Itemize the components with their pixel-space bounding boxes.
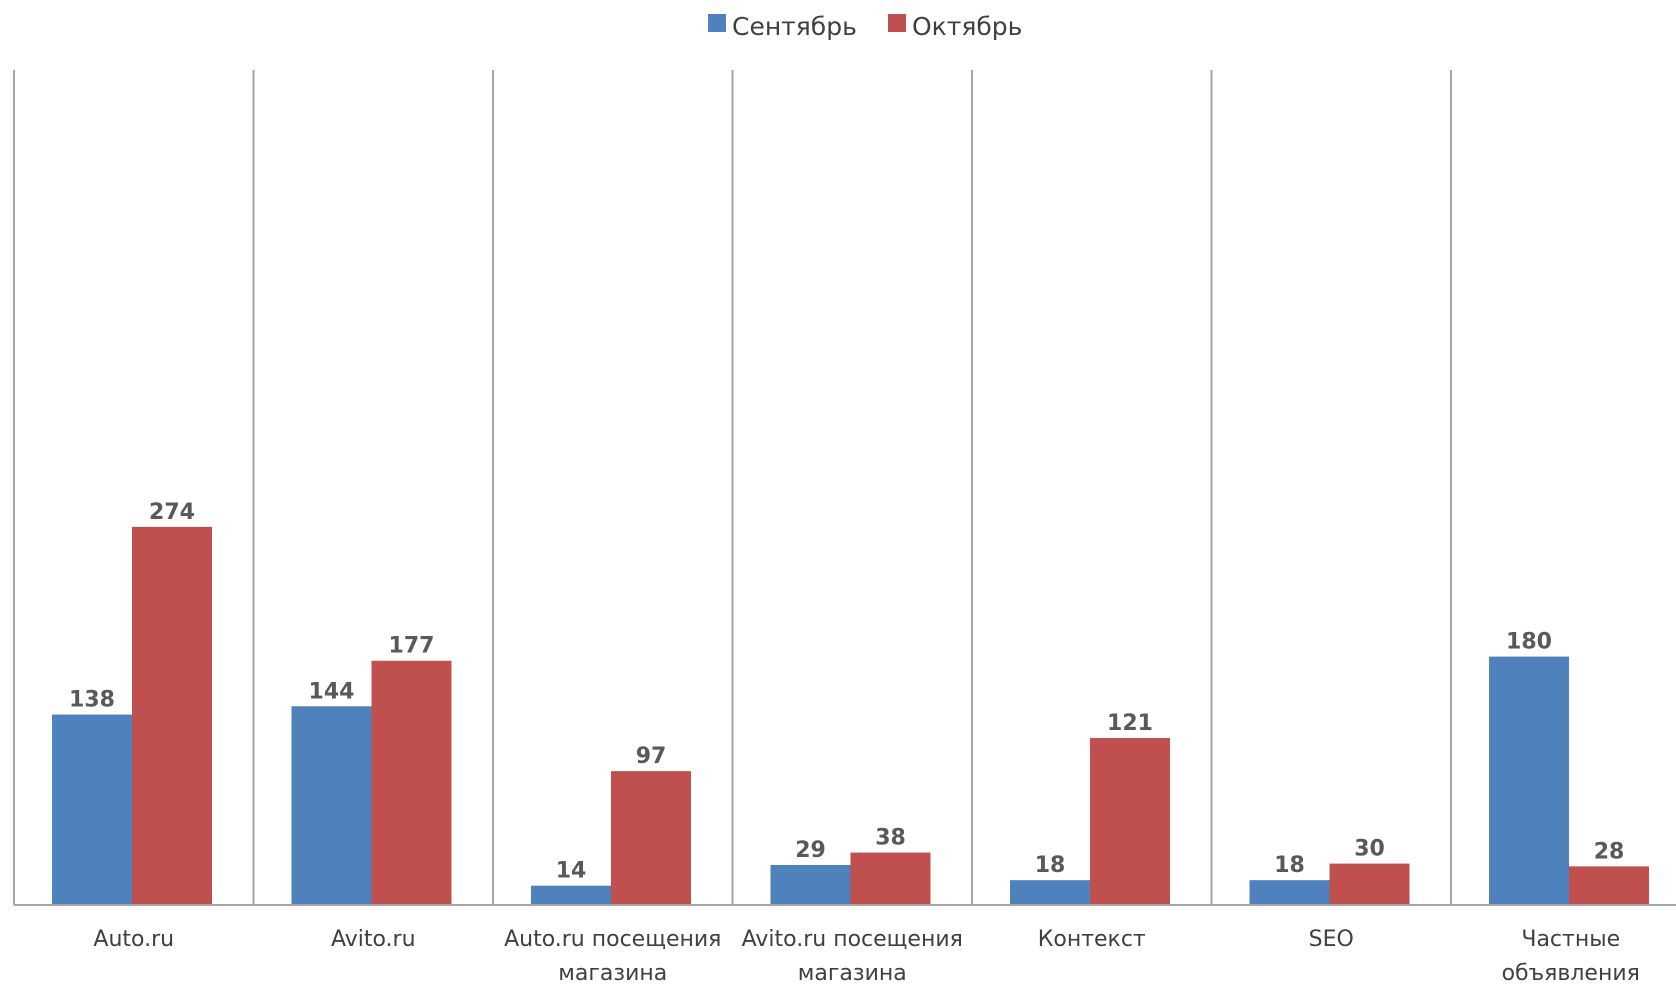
bar [1010,880,1090,905]
bar [611,771,691,905]
tick-label: Auto.ru [93,927,174,952]
data-label: 274 [149,500,195,525]
data-label: 38 [875,826,906,851]
legend-item-september: Сентябрь [708,12,857,41]
legend-item-october: Октябрь [888,12,1022,41]
category-separators [13,70,1452,905]
bar [291,706,372,905]
data-label: 177 [389,634,435,659]
legend-label-october: Октябрь [912,12,1022,41]
bar [132,526,212,905]
bar [1329,863,1410,905]
data-label: 180 [1506,630,1552,655]
series-2: 274 177 97 38 121 30 28 [132,500,1649,905]
tick-label: Контекст [1038,927,1146,952]
bar [371,660,452,905]
data-label: 121 [1107,711,1153,736]
data-label: 144 [309,679,355,704]
data-label: 138 [69,688,115,713]
data-label: 29 [795,838,826,863]
legend: Сентябрь Октябрь [708,12,1022,41]
tick-label: Avito.ru [331,927,416,952]
data-label: 30 [1354,837,1385,862]
tick-label: Auto.ru посещения магазина [504,927,721,986]
tick-label: Частные объявления [1502,927,1640,986]
bar [770,864,851,905]
data-label: 14 [556,859,587,884]
bar [1249,880,1330,905]
legend-swatch-september [708,14,726,32]
bar [1569,866,1649,905]
plot-area: 138 144 14 29 18 18 180 274 177 97 38 121 30 28 Auto.r… [13,70,1676,986]
bar [1090,738,1170,905]
data-label: 18 [1274,853,1305,878]
legend-swatch-october [888,14,906,32]
data-label: 97 [636,744,667,769]
legend-label-september: Сентябрь [732,12,857,41]
tick-label: SEO [1309,927,1354,952]
category-labels: Auto.ru Avito.ru Auto.ru посещения магазина… [93,927,1639,986]
bar [1489,656,1569,905]
bar [850,852,931,905]
series-1: 138 144 14 29 18 18 180 [52,630,1569,905]
tick-label: Avito.ru посещения магазина [742,927,963,986]
bar [52,714,132,905]
bar [531,885,611,905]
data-label: 28 [1594,839,1625,864]
data-label: 18 [1035,853,1066,878]
